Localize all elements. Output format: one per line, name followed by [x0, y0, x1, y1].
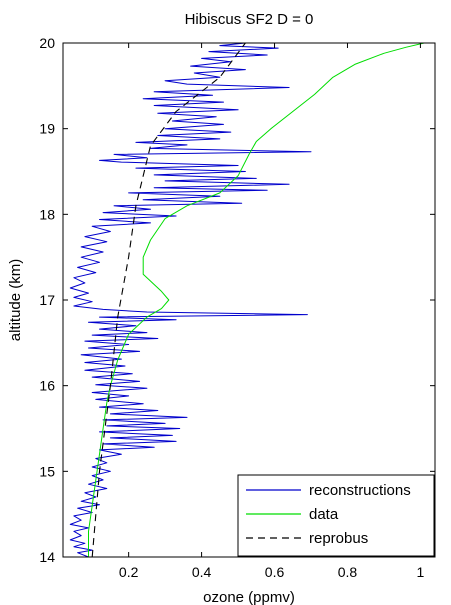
legend: reconstructions data reprobus — [237, 474, 435, 557]
legend-label-reprobus: reprobus — [309, 530, 368, 547]
chart-title: Hibiscus SF2 D = 0 — [185, 11, 314, 28]
y-tick-label: 15 — [39, 463, 55, 479]
y-axis-label: altitude (km) — [7, 259, 24, 342]
x-tick-label: 0.4 — [192, 564, 212, 580]
y-tick-label: 14 — [39, 549, 55, 565]
legend-label-data: data — [309, 506, 339, 523]
y-tick-label: 17 — [39, 292, 55, 308]
x-tick-label: 0.2 — [119, 564, 139, 580]
series-line-reconstructions — [69, 43, 312, 557]
legend-box — [237, 474, 435, 557]
y-tick-label: 18 — [39, 206, 55, 222]
series-layer — [69, 43, 425, 557]
x-tick-label: 0.8 — [338, 564, 358, 580]
y-tick-label: 19 — [39, 121, 55, 137]
x-tick-label: 0.6 — [265, 564, 285, 580]
y-tick-label: 20 — [39, 35, 55, 51]
legend-label-reconstructions: reconstructions — [309, 482, 411, 499]
series-line-reprobus — [91, 43, 246, 557]
x-axis-label: ozone (ppmv) — [203, 589, 295, 605]
plot-area — [63, 43, 435, 557]
series-line-data — [88, 43, 425, 557]
x-tick-label: 1 — [417, 564, 425, 580]
y-tick-label: 16 — [39, 378, 55, 394]
ticks-layer: 0.2 0.4 0.6 0.8 1 14 15 16 17 18 19 20 — [39, 35, 435, 580]
